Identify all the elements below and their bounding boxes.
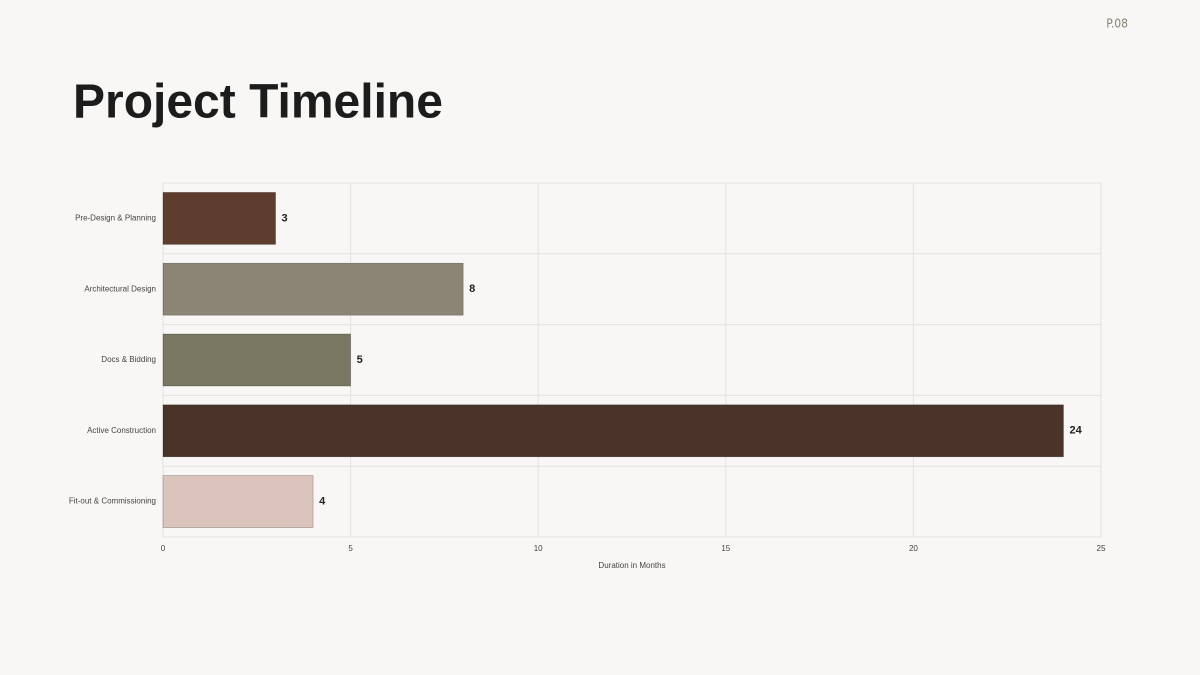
value-label: 4 (319, 496, 326, 508)
x-axis-label: Duration in Months (598, 561, 665, 570)
value-label: 24 (1069, 425, 1082, 437)
bar (162, 333, 351, 387)
value-label: 8 (469, 283, 475, 295)
value-label: 5 (357, 354, 363, 366)
bar (162, 475, 314, 528)
y-tick-label: Architectural Design (84, 284, 156, 293)
y-tick-label: Active Construction (87, 426, 156, 435)
x-tick-label: 25 (1097, 544, 1106, 553)
x-tick-label: 15 (721, 544, 730, 553)
y-tick-label: Pre-Design & Planning (75, 214, 156, 223)
slide-title: Project Timeline (73, 76, 443, 129)
y-tick-label: Fit-out & Commissioning (69, 497, 156, 506)
x-tick-label: 0 (161, 544, 166, 553)
x-tick-label: 20 (909, 544, 918, 553)
x-tick-label: 5 (348, 544, 353, 553)
y-tick-label: Docs & Bidding (101, 355, 156, 364)
page-number: P.08 (1106, 17, 1128, 31)
bar (162, 262, 464, 316)
bar (162, 192, 276, 245)
bar (162, 404, 1064, 458)
value-label: 3 (282, 212, 288, 224)
x-tick-label: 10 (534, 544, 543, 553)
